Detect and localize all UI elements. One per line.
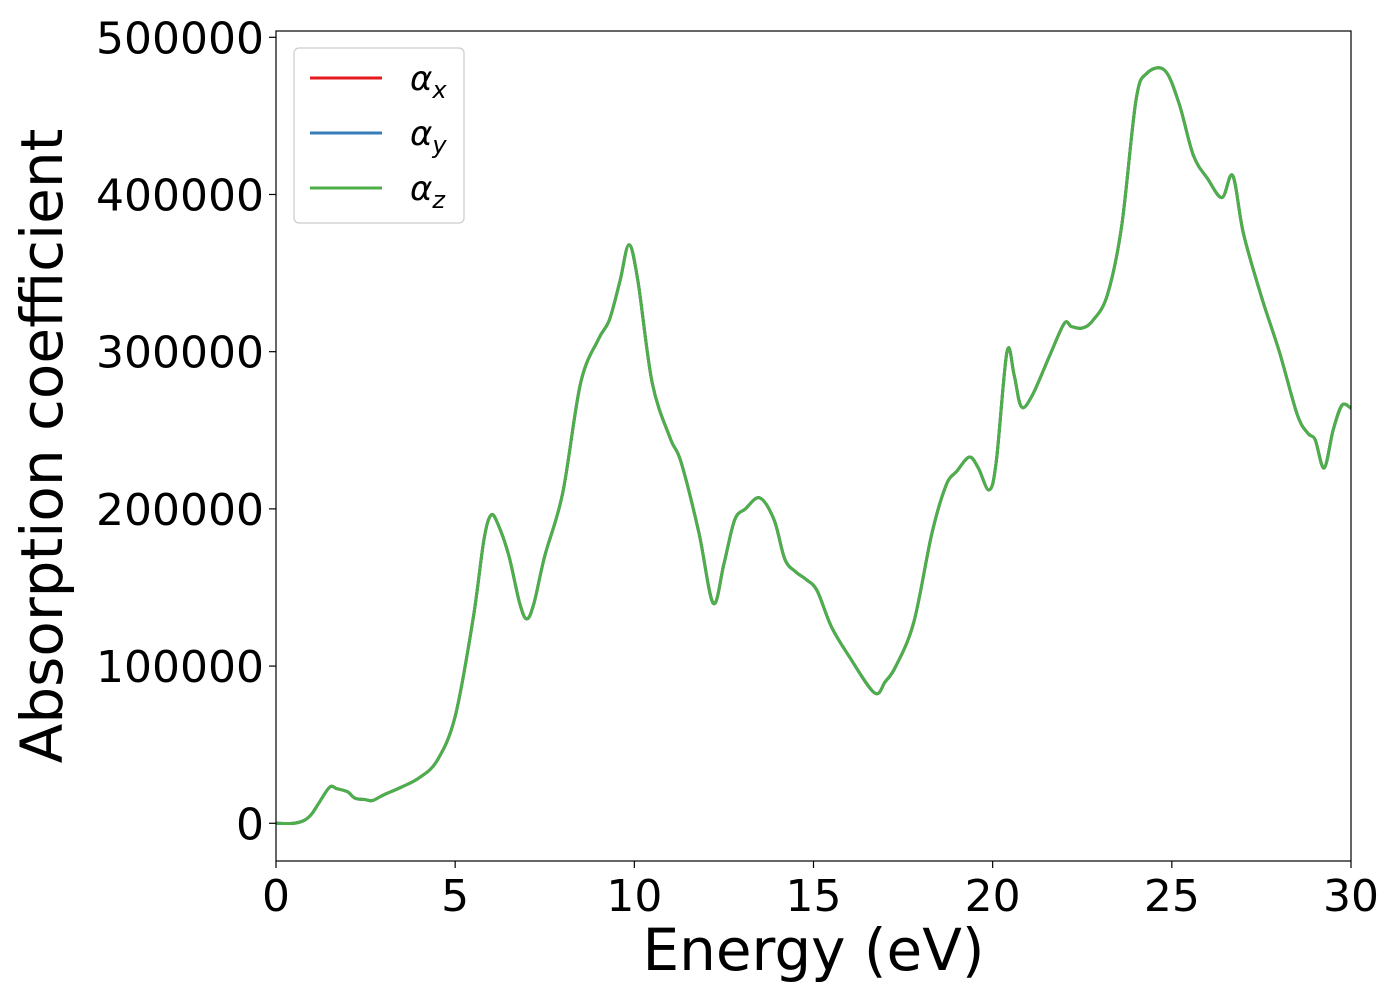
series-line-z — [276, 66, 1351, 826]
legend-label: αz — [410, 169, 446, 214]
legend-item-x: αx — [310, 59, 447, 104]
y-tick-label: 200000 — [96, 485, 264, 536]
y-tick-label: 400000 — [96, 170, 264, 221]
x-axis: 0 5 10 15 20 25 30 — [262, 861, 1379, 922]
legend-box — [293, 47, 465, 224]
y-tick-label: 300000 — [96, 328, 264, 379]
legend-item-y: αy — [310, 114, 447, 159]
y-axis: 0 100000 200000 300000 400000 500000 — [96, 13, 276, 850]
x-axis-title: Energy (eV) — [642, 916, 984, 984]
series-layer — [276, 66, 1351, 826]
legend-label: αx — [410, 59, 447, 104]
x-tick-label: 0 — [262, 871, 290, 922]
y-tick-label: 0 — [236, 799, 264, 850]
y-tick-label: 500000 — [96, 13, 264, 64]
legend: αx αy αz — [293, 47, 465, 224]
x-tick-label: 15 — [786, 871, 842, 922]
x-tick-label: 25 — [1144, 871, 1200, 922]
y-axis-title: Absorption coefficient — [8, 129, 76, 764]
x-tick-label: 5 — [441, 871, 469, 922]
x-tick-label: 20 — [965, 871, 1021, 922]
legend-item-z: αz — [310, 169, 446, 214]
x-tick-label: 10 — [606, 871, 662, 922]
y-tick-label: 100000 — [96, 642, 264, 693]
legend-label: αy — [410, 114, 447, 159]
x-tick-label: 30 — [1323, 871, 1379, 922]
